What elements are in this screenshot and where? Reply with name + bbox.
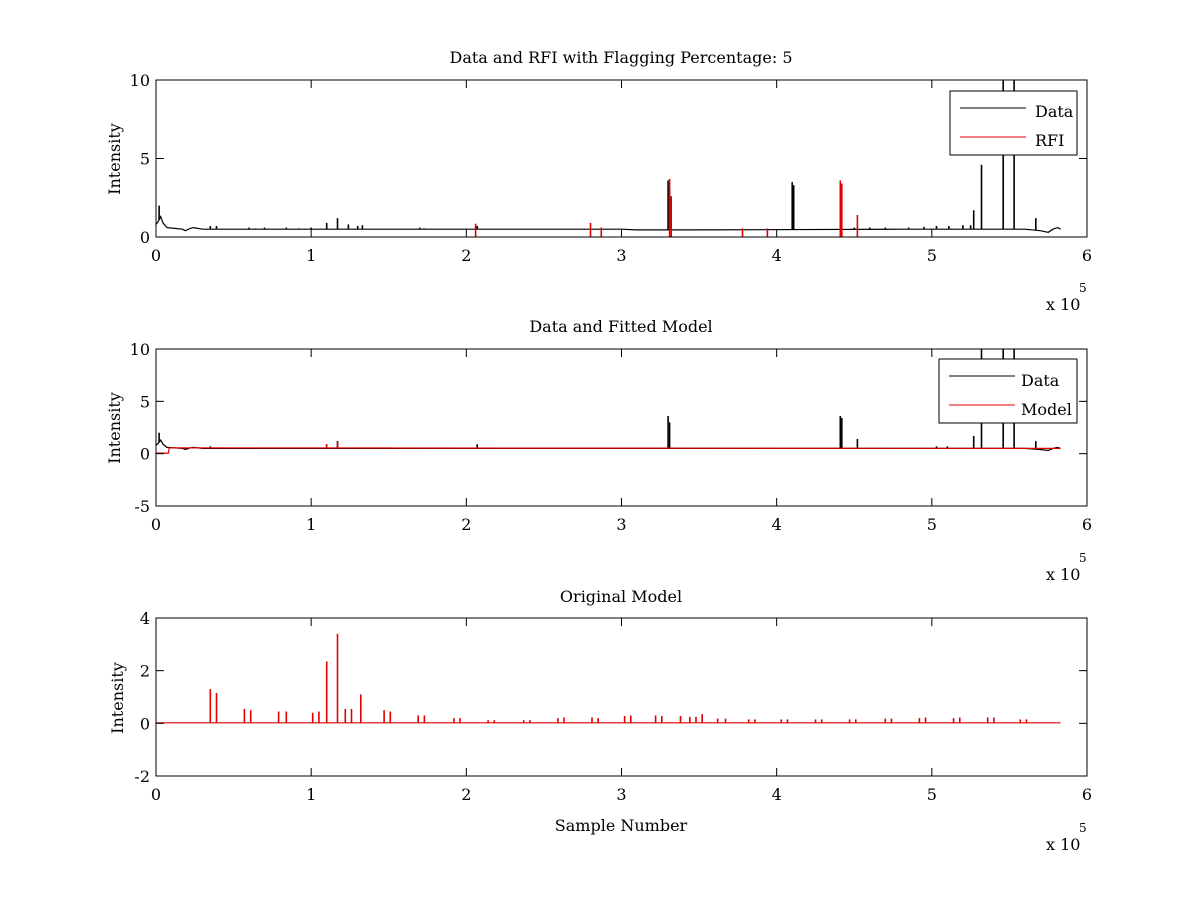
x-exponent-power: 5 [1079, 281, 1087, 295]
x-tick-label: 0 [151, 515, 161, 534]
x-tick-label: 6 [1082, 515, 1092, 534]
x-tick-label: 2 [461, 785, 471, 804]
x-tick-label: 1 [306, 515, 316, 534]
legend-box [938, 358, 1078, 424]
y-tick-label: -5 [134, 497, 150, 516]
x-tick-label: 2 [461, 515, 471, 534]
y-axis-label: Intensity [105, 392, 124, 464]
x-tick-label: 4 [772, 246, 782, 265]
y-tick-label: 0 [140, 714, 150, 733]
legend: Data Model [938, 358, 1078, 424]
x-tick-label: 6 [1082, 785, 1092, 804]
x-exponent-label: x 10 [1046, 565, 1080, 584]
x-axis-label: Sample Number [555, 816, 688, 835]
y-tick-label: 0 [140, 445, 150, 464]
x-exponent-label: x 10 [1046, 835, 1080, 854]
panel-fitted-model: Data and Fitted Model Intensity 0 1 2 3 4 5 6 -… [105, 317, 1092, 584]
legend-label-data: Data [1021, 371, 1060, 390]
y-tick-label: 2 [140, 662, 150, 681]
y-tick-label: 0 [140, 228, 150, 247]
panel-data-rfi: Data and RFI with Flagging Percentage: 5… [105, 48, 1092, 314]
x-tick-label: 3 [616, 785, 626, 804]
x-tick-label: 5 [927, 246, 937, 265]
x-tick-label: 1 [306, 246, 316, 265]
panel-title: Data and RFI with Flagging Percentage: 5 [449, 48, 792, 67]
y-tick-label: 10 [130, 340, 150, 359]
x-tick-label: 3 [616, 246, 626, 265]
y-tick-label: 5 [140, 392, 150, 411]
x-tick-label: 0 [151, 246, 161, 265]
legend-label-model: Model [1021, 400, 1072, 419]
x-exponent-power: 5 [1079, 821, 1087, 835]
legend-label-rfi: RFI [1035, 131, 1064, 150]
legend: Data RFI [949, 90, 1078, 156]
y-tick-label: 5 [140, 150, 150, 169]
x-tick-label: 4 [772, 515, 782, 534]
x-tick-label: 3 [616, 515, 626, 534]
y-tick-label: 4 [140, 609, 150, 628]
ticks-group: 0 1 2 3 4 5 6 0 5 10 [130, 71, 1092, 265]
x-tick-label: 2 [461, 246, 471, 265]
series-line-model [156, 447, 1061, 454]
panel-title: Data and Fitted Model [529, 317, 712, 336]
y-tick-label: -2 [134, 767, 150, 786]
y-tick-label: 10 [130, 71, 150, 90]
x-tick-label: 1 [306, 785, 316, 804]
panel-title: Original Model [560, 587, 682, 606]
x-tick-label: 5 [927, 785, 937, 804]
y-axis-label: Intensity [108, 662, 127, 734]
legend-box [949, 90, 1078, 156]
x-tick-label: 5 [927, 515, 937, 534]
series-line-data [155, 215, 1061, 233]
x-tick-label: 4 [772, 785, 782, 804]
y-axis-label: Intensity [105, 123, 124, 195]
x-tick-label: 6 [1082, 246, 1092, 265]
x-exponent-label: x 10 [1046, 295, 1080, 314]
plot-area [156, 633, 1061, 724]
x-exponent-power: 5 [1079, 551, 1087, 565]
legend-label-data: Data [1035, 102, 1074, 121]
x-tick-label: 0 [151, 785, 161, 804]
